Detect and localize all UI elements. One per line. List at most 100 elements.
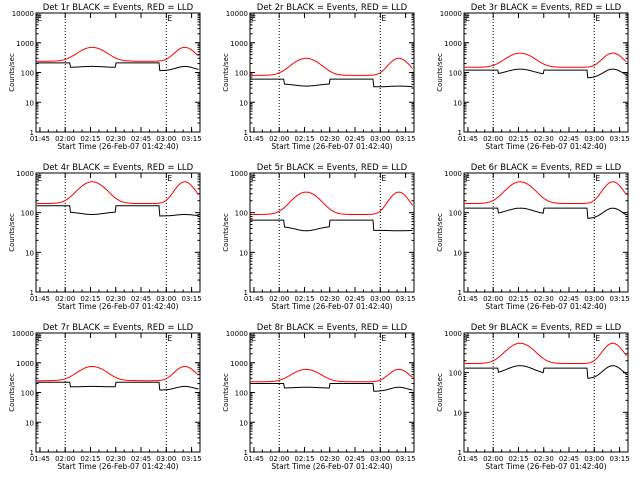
x-tick-label: 03:15 xyxy=(395,295,415,303)
x-tick-label: 03:00 xyxy=(156,295,176,303)
panel-title: Det 1r BLACK = Events, RED = LLD xyxy=(43,3,194,13)
x-tick-label: 03:00 xyxy=(584,135,604,143)
y-tick-label: 10 xyxy=(239,249,248,257)
x-tick-label: 01:45 xyxy=(244,135,264,143)
x-tick-label: 02:45 xyxy=(559,455,579,463)
y-tick-label: 1 xyxy=(244,289,248,297)
panel-title: Det 6r BLACK = Events, RED = LLD xyxy=(471,163,622,173)
x-tick-label: 02:15 xyxy=(80,455,100,463)
x-tick-label: 01:45 xyxy=(30,455,50,463)
y-tick-label: 10 xyxy=(453,249,462,257)
events-series-line xyxy=(464,365,627,379)
y-tick-label: 1000 xyxy=(230,40,248,48)
e-marker: E xyxy=(381,334,386,343)
x-tick-label: 02:45 xyxy=(345,455,365,463)
panel-det-6: Det 6r BLACK = Events, RED = LLD 1 10 100 10… xyxy=(436,163,630,311)
y-tick-label: 10000 xyxy=(12,330,34,338)
events-series-line xyxy=(464,207,627,219)
e-marker: E xyxy=(37,14,42,23)
x-axis-label: Start Time (26-Feb-07 01:42:40) xyxy=(271,302,392,311)
e-marker: E xyxy=(167,174,172,183)
x-tick-label: 03:00 xyxy=(370,295,390,303)
e-marker: E xyxy=(251,14,256,23)
y-axis-label: Counts/sec xyxy=(8,373,16,412)
x-tick-label: 02:45 xyxy=(345,135,365,143)
y-tick-label: 10000 xyxy=(440,10,462,18)
plot-frame xyxy=(463,172,629,293)
x-tick-label: 03:15 xyxy=(395,455,415,463)
e-marker: E xyxy=(381,14,386,23)
x-tick-label: 02:00 xyxy=(269,455,289,463)
x-axis-label: Start Time (26-Feb-07 01:42:40) xyxy=(271,142,392,151)
x-tick-label: 02:15 xyxy=(508,295,528,303)
x-tick-label: 03:00 xyxy=(584,295,604,303)
y-tick-label: 10 xyxy=(453,409,462,417)
y-tick-label: 10 xyxy=(25,419,34,427)
y-tick-label: 100 xyxy=(21,390,34,398)
events-series-line xyxy=(36,381,199,391)
panel-title: Det 8r BLACK = Events, RED = LLD xyxy=(257,323,408,333)
e-marker: E xyxy=(381,174,386,183)
x-tick-label: 03:15 xyxy=(395,135,415,143)
y-axis-label: Counts/sec xyxy=(222,213,230,252)
y-axis-label: Counts/sec xyxy=(436,53,444,92)
x-axis-label: Start Time (26-Feb-07 01:42:40) xyxy=(57,462,178,471)
x-tick-label: 02:00 xyxy=(483,455,503,463)
y-tick-label: 100 xyxy=(449,210,462,218)
y-axis-label: Counts/sec xyxy=(222,373,230,412)
x-tick-label: 03:00 xyxy=(370,455,390,463)
lld-series-line xyxy=(250,57,413,76)
x-tick-label: 02:15 xyxy=(294,135,314,143)
y-tick-label: 100 xyxy=(449,370,462,378)
y-axis-label: Counts/sec xyxy=(222,53,230,92)
x-tick-label: 02:00 xyxy=(269,295,289,303)
x-tick-label: 02:45 xyxy=(559,295,579,303)
e-marker: E xyxy=(595,174,600,183)
y-tick-label: 10 xyxy=(25,99,34,107)
x-tick-label: 03:15 xyxy=(609,455,629,463)
panel-title: Det 4r BLACK = Events, RED = LLD xyxy=(43,163,194,173)
x-tick-label: 02:45 xyxy=(131,295,151,303)
x-tick-label: 02:30 xyxy=(320,295,340,303)
x-tick-label: 02:30 xyxy=(106,295,126,303)
e-marker: E xyxy=(251,174,256,183)
y-tick-label: 1000 xyxy=(444,170,462,178)
x-tick-label: 02:15 xyxy=(294,455,314,463)
x-tick-label: 02:30 xyxy=(534,295,554,303)
y-tick-label: 1000 xyxy=(230,170,248,178)
y-tick-label: 100 xyxy=(449,70,462,78)
y-tick-label: 1 xyxy=(244,129,248,137)
panel-title: Det 2r BLACK = Events, RED = LLD xyxy=(257,3,408,13)
panel-det-2: Det 2r BLACK = Events, RED = LLD 1 10 100 10… xyxy=(222,3,416,151)
x-tick-label: 03:00 xyxy=(156,135,176,143)
x-tick-label: 02:30 xyxy=(320,135,340,143)
x-tick-label: 02:45 xyxy=(559,135,579,143)
x-axis-label: Start Time (26-Feb-07 01:42:40) xyxy=(271,462,392,471)
y-tick-label: 1000 xyxy=(16,360,34,368)
plot-frame xyxy=(35,332,201,453)
y-tick-label: 1000 xyxy=(230,360,248,368)
lld-series-line xyxy=(464,342,627,364)
panel-det-5: Det 5r BLACK = Events, RED = LLD 1 10 100 10… xyxy=(222,163,416,311)
x-tick-label: 02:00 xyxy=(55,295,75,303)
y-tick-label: 10 xyxy=(239,419,248,427)
x-tick-label: 02:15 xyxy=(80,295,100,303)
x-tick-label: 02:45 xyxy=(131,455,151,463)
plot-frame xyxy=(35,172,201,293)
x-tick-label: 02:30 xyxy=(534,455,554,463)
x-tick-label: 02:00 xyxy=(269,135,289,143)
panel-det-8: Det 8r BLACK = Events, RED = LLD 1 10 100 10… xyxy=(222,323,416,471)
x-tick-label: 01:45 xyxy=(458,295,478,303)
x-tick-label: 02:00 xyxy=(483,135,503,143)
events-series-line xyxy=(250,219,413,232)
x-tick-label: 02:45 xyxy=(345,295,365,303)
lld-series-line xyxy=(250,368,413,383)
y-tick-label: 1 xyxy=(458,449,462,457)
x-tick-label: 02:45 xyxy=(131,135,151,143)
y-tick-label: 100 xyxy=(235,210,248,218)
y-axis-label: Counts/sec xyxy=(8,213,16,252)
x-tick-label: 02:00 xyxy=(55,455,75,463)
x-tick-label: 01:45 xyxy=(458,455,478,463)
e-marker: E xyxy=(465,334,470,343)
